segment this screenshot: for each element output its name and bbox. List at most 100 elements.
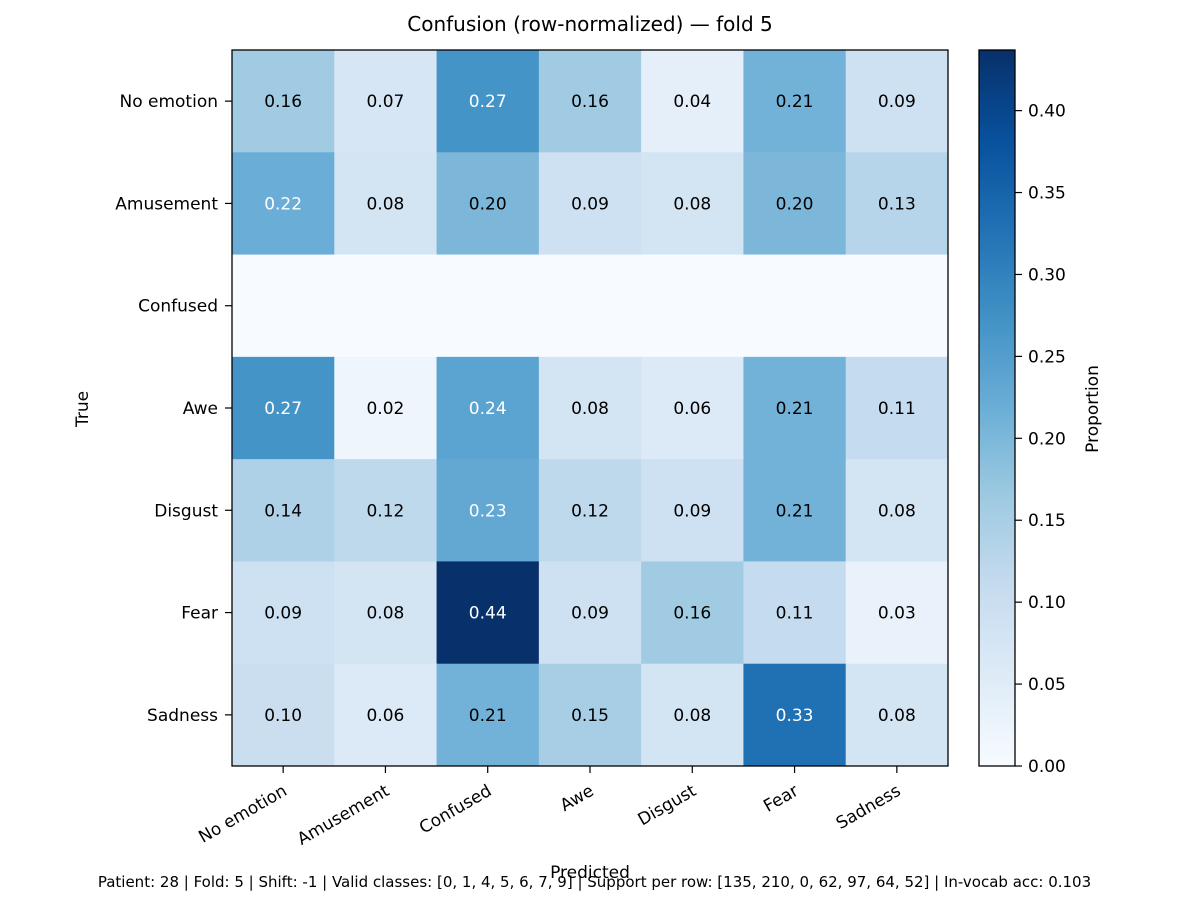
cell-value-label: 0.06	[366, 706, 404, 726]
cell-value-label: 0.20	[776, 194, 814, 214]
cell-value-label: 0.03	[878, 604, 916, 624]
x-tick-label: Disgust	[635, 781, 701, 830]
cell-value-label: 0.11	[776, 604, 814, 624]
cell-value-label: 0.08	[673, 706, 711, 726]
colorbar-tick-label: 0.05	[1028, 675, 1066, 695]
heatmap-cell	[334, 561, 438, 665]
heatmap-cell	[538, 356, 642, 460]
colorbar-tick-label: 0.25	[1028, 347, 1066, 367]
heatmap-cell	[743, 254, 847, 358]
x-tick-label: Sadness	[833, 781, 905, 834]
cell-value-label: 0.21	[469, 706, 507, 726]
heatmap-cell	[436, 152, 540, 256]
cell-value-label: 0.07	[366, 92, 404, 112]
heatmap-cell	[436, 459, 540, 562]
heatmap-cell	[436, 50, 540, 153]
cell-value-label: 0.21	[776, 501, 814, 521]
y-axis-label: True	[73, 391, 93, 428]
cell-value-label: 0.15	[571, 706, 609, 726]
x-tick-label: Awe	[557, 781, 598, 816]
colorbar-tick-label: 0.35	[1028, 184, 1066, 204]
chart-title: Confusion (row-normalized) — fold 5	[407, 12, 773, 36]
heatmap-cell	[538, 459, 642, 562]
cell-value-label: 0.13	[878, 194, 916, 214]
heatmap-cell	[232, 152, 335, 256]
y-tick-label: Amusement	[115, 194, 218, 214]
cell-value-label: 0.10	[264, 706, 302, 726]
heatmap-cell	[845, 356, 949, 460]
heatmap-cell	[845, 459, 949, 562]
cell-value-label: 0.08	[878, 706, 916, 726]
heatmap-cell	[436, 356, 540, 460]
cell-value-label: 0.09	[264, 604, 302, 624]
heatmap-cell	[641, 356, 744, 460]
colorbar-tick-label: 0.20	[1028, 429, 1066, 449]
heatmap-cell-labels: 0.16 0.07 0.27 0.16 0.04 0.21 0.09 0.22 0.08 0.20…	[264, 92, 916, 726]
cell-value-label: 0.27	[264, 399, 302, 419]
y-tick-label: No emotion	[119, 92, 218, 112]
heatmap-cell	[641, 152, 744, 256]
x-axis-label: Predicted	[550, 863, 630, 883]
heatmap-cell	[538, 152, 642, 256]
cell-value-label: 0.09	[571, 194, 609, 214]
cell-value-label: 0.08	[366, 604, 404, 624]
cell-value-label: 0.04	[673, 92, 711, 112]
heatmap-cell	[743, 50, 847, 153]
cell-value-label: 0.09	[673, 501, 711, 521]
cell-value-label: 0.08	[673, 194, 711, 214]
heatmap-cell	[743, 152, 847, 256]
cell-value-label: 0.11	[878, 399, 916, 419]
colorbar-tick-label: 0.10	[1028, 593, 1066, 613]
cell-value-label: 0.06	[673, 399, 711, 419]
cell-value-label: 0.02	[366, 399, 404, 419]
footer-caption: Patient: 28 | Fold: 5 | Shift: -1 | Vali…	[97, 873, 1092, 891]
heatmap-cell	[641, 254, 744, 358]
cell-value-label: 0.16	[571, 92, 609, 112]
cell-value-label: 0.12	[571, 501, 609, 521]
heatmap-cell	[538, 561, 642, 665]
colorbar-tick-label: 0.15	[1028, 511, 1066, 531]
heatmap-cell	[538, 663, 642, 767]
heatmap-cell	[845, 50, 949, 153]
heatmap-cell	[743, 356, 847, 460]
cell-value-label: 0.21	[776, 399, 814, 419]
cell-value-label: 0.44	[469, 604, 507, 624]
heatmap-cell	[334, 459, 438, 562]
colorbar	[978, 49, 1016, 767]
heatmap-cell	[232, 50, 335, 153]
cell-value-label: 0.21	[776, 92, 814, 112]
heatmap-cell	[436, 663, 540, 767]
y-tick-label: Fear	[181, 604, 218, 624]
heatmap-cell	[334, 152, 438, 256]
y-axis-ticks: No emotion Amusement Confused Awe Disgust Fea…	[115, 92, 232, 726]
cell-value-label: 0.09	[878, 92, 916, 112]
heatmap-cell	[641, 663, 744, 767]
colorbar-tick-label: 0.30	[1028, 265, 1066, 285]
cell-value-label: 0.20	[469, 194, 507, 214]
heatmap-cell	[743, 561, 847, 665]
heatmap-cell	[232, 561, 335, 665]
x-tick-label: Confused	[416, 781, 495, 838]
cell-value-label: 0.08	[571, 399, 609, 419]
heatmap-cell	[845, 663, 949, 767]
heatmap-cell	[743, 663, 847, 767]
heatmap-cell	[334, 663, 438, 767]
heatmap-cell	[641, 459, 744, 562]
cell-value-label: 0.23	[469, 501, 507, 521]
y-tick-label: Sadness	[147, 706, 218, 726]
colorbar-tick-label: 0.00	[1028, 757, 1066, 777]
colorbar-ticks: 0.00 0.05 0.10 0.15 0.20 0.25 0.30 0.35 0.40	[1015, 102, 1066, 777]
cell-value-label: 0.12	[366, 501, 404, 521]
cell-value-label: 0.33	[776, 706, 814, 726]
cell-value-label: 0.27	[469, 92, 507, 112]
heatmap-cell	[845, 561, 949, 665]
y-tick-label: Awe	[183, 399, 218, 419]
heatmap-cell	[641, 561, 744, 665]
heatmap-cell	[743, 459, 847, 562]
heatmap-cell	[845, 254, 949, 358]
heatmap-cell	[538, 254, 642, 358]
heatmap-cell	[232, 356, 335, 460]
heatmap-cell	[334, 356, 438, 460]
colorbar-tick-label: 0.40	[1028, 102, 1066, 122]
y-tick-label: Disgust	[154, 501, 218, 521]
